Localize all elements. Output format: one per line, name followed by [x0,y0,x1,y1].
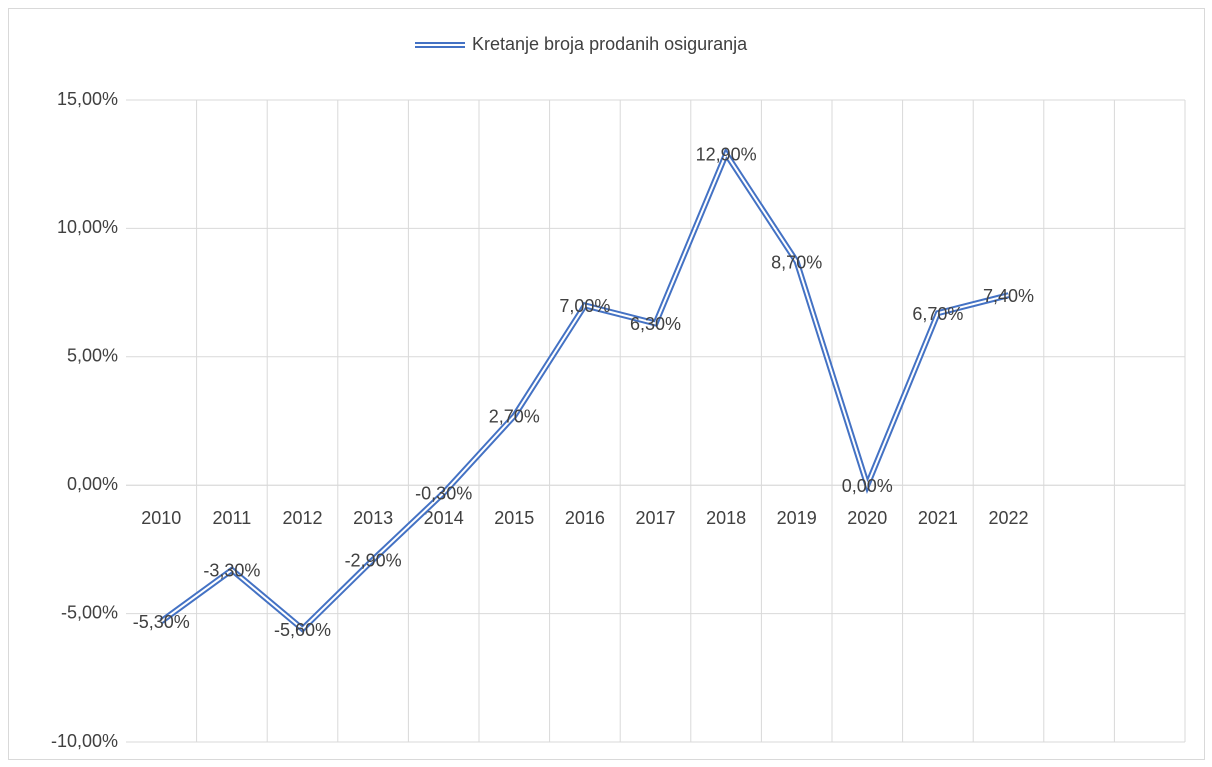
x-tick-label: 2016 [565,508,605,528]
x-tick-label: 2022 [988,508,1028,528]
y-tick-label: 5,00% [67,346,118,366]
x-tick-label: 2018 [706,508,746,528]
data-label: 12,90% [696,145,757,165]
chart-frame [8,8,1205,760]
data-label: -5,60% [274,620,331,640]
data-label: -2,90% [345,550,402,570]
y-tick-label: 15,00% [57,89,118,109]
x-tick-label: 2012 [282,508,322,528]
x-tick-label: 2017 [635,508,675,528]
x-tick-label: 2015 [494,508,534,528]
data-label: 2,70% [489,407,540,427]
x-tick-label: 2021 [918,508,958,528]
y-tick-label: 10,00% [57,217,118,237]
data-label: 8,70% [771,253,822,273]
data-label: -5,30% [133,612,190,632]
data-label: 6,70% [912,304,963,324]
legend-label: Kretanje broja prodanih osiguranja [472,34,748,54]
data-label: -3,30% [203,561,260,581]
y-tick-label: 0,00% [67,474,118,494]
data-label: 7,00% [559,296,610,316]
x-tick-label: 2014 [424,508,464,528]
data-label: 6,30% [630,314,681,334]
x-tick-label: 2013 [353,508,393,528]
y-tick-label: -10,00% [51,731,118,751]
x-tick-label: 2011 [213,508,252,528]
data-label: -0,30% [415,484,472,504]
y-tick-label: -5,00% [61,602,118,622]
line-inner [160,151,1009,631]
data-label: 7,40% [983,286,1034,306]
x-tick-label: 2019 [777,508,817,528]
x-tick-label: 2020 [847,508,887,528]
x-tick-label: 2010 [141,508,181,528]
data-label: 0,00% [842,476,893,496]
